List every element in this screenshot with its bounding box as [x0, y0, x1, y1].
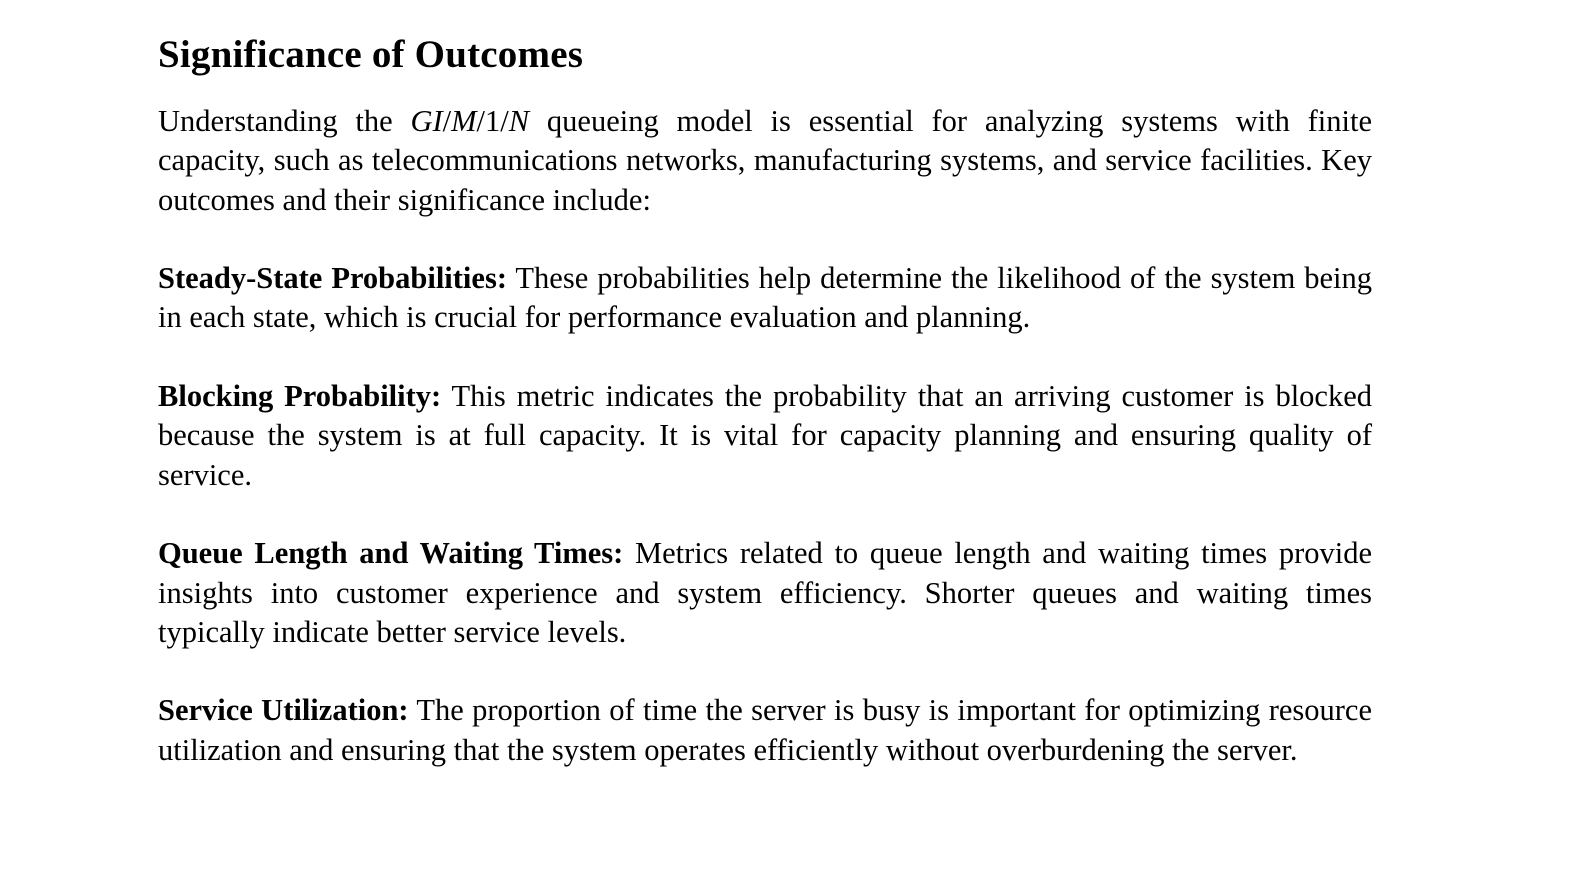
outcome-term: Service Utilization:	[158, 693, 409, 728]
model-part: N	[508, 104, 530, 138]
outcome-description: These probabilities help determine the l…	[158, 261, 1373, 335]
model-part: GI	[410, 104, 443, 138]
outcome-term: Blocking Probability:	[158, 379, 442, 414]
outcome-description: This metric indicates the probability th…	[158, 379, 1372, 492]
outcome-description: Metrics related to queue length and wait…	[158, 536, 1373, 649]
outcome-term: Queue Length and Waiting Times:	[158, 536, 624, 571]
model-part: /	[476, 104, 486, 138]
intro-paragraph: Understanding the GI/M/1/N queueing mode…	[158, 102, 1372, 220]
section-title: Significance of Outcomes	[158, 33, 584, 76]
outcome-blocking-probability: Blocking Probability: This metric indica…	[158, 377, 1372, 495]
outcome-queue-length: Queue Length and Waiting Times: Metrics …	[158, 534, 1372, 652]
outcome-steady-state: Steady-State Probabilities: These probab…	[158, 259, 1372, 338]
intro-before-model: Understanding the	[158, 104, 393, 138]
model-part: /	[442, 104, 452, 138]
queue-model-notation: GI/M/1/N	[410, 104, 529, 138]
outcome-description: The proportion of time the server is bus…	[158, 693, 1372, 767]
outcome-term: Steady-State Probabilities:	[158, 261, 507, 296]
outcome-service-utilization: Service Utilization: The proportion of t…	[158, 691, 1372, 770]
document-page: Significance of Outcomes Understanding t…	[158, 30, 1372, 770]
model-part: /	[500, 104, 509, 138]
model-part: M	[451, 104, 477, 138]
model-part: 1	[485, 104, 501, 138]
intro-after-model: queueing model is essential for analyzin…	[158, 104, 1373, 217]
